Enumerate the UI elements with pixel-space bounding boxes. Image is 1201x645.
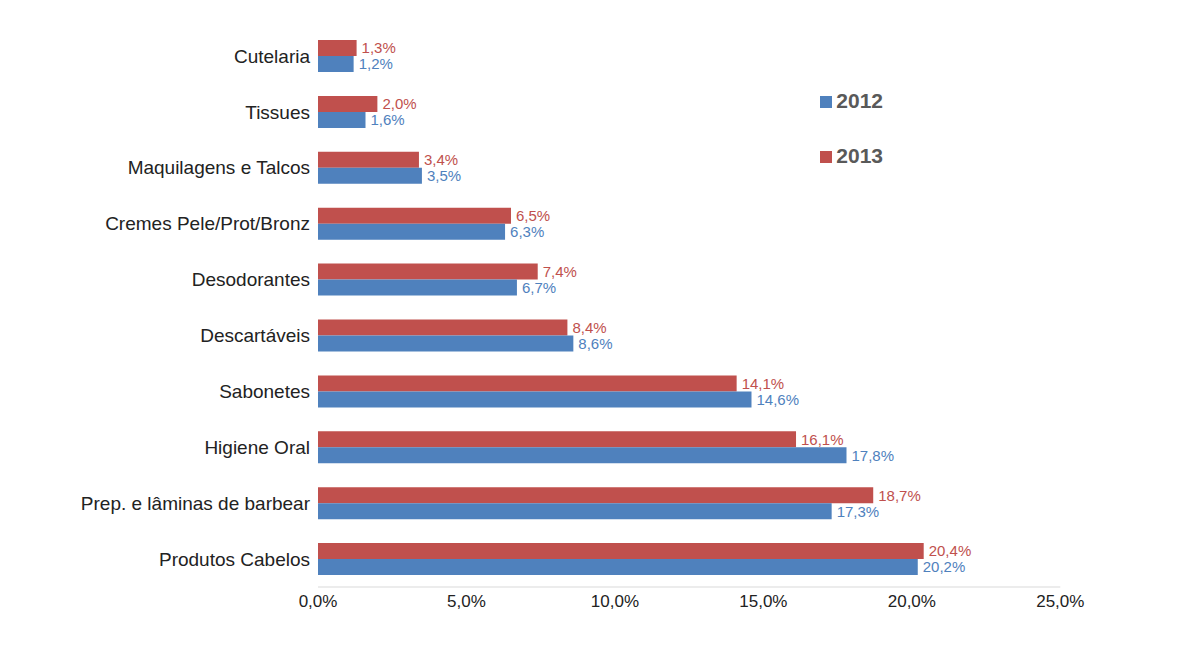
svg-text:20,4%: 20,4%: [929, 542, 972, 559]
svg-text:10,0%: 10,0%: [591, 592, 639, 611]
svg-text:7,4%: 7,4%: [543, 263, 577, 280]
svg-text:Tissues: Tissues: [245, 102, 310, 123]
svg-text:Cremes Pele/Prot/Bronz: Cremes Pele/Prot/Bronz: [105, 213, 310, 234]
svg-text:14,6%: 14,6%: [756, 391, 799, 408]
svg-text:Produtos Cabelos: Produtos Cabelos: [159, 549, 310, 570]
svg-text:18,7%: 18,7%: [878, 487, 921, 504]
svg-text:2,0%: 2,0%: [382, 95, 416, 112]
svg-text:Cutelaria: Cutelaria: [234, 46, 310, 67]
svg-text:Prep. e lâminas de barbear: Prep. e lâminas de barbear: [81, 493, 311, 514]
svg-text:20,2%: 20,2%: [923, 558, 966, 575]
svg-text:Maquilagens e Talcos: Maquilagens e Talcos: [128, 157, 310, 178]
svg-text:Sabonetes: Sabonetes: [219, 381, 310, 402]
svg-text:8,4%: 8,4%: [572, 319, 606, 336]
html-text:2012: 2012: [836, 89, 883, 112]
svg-text:8,6%: 8,6%: [578, 335, 612, 352]
svg-text:0,0%: 0,0%: [299, 592, 338, 611]
svg-text:16,1%: 16,1%: [801, 431, 844, 448]
svg-text:6,3%: 6,3%: [510, 223, 544, 240]
svg-text:14,1%: 14,1%: [742, 375, 785, 392]
svg-text:Descartáveis: Descartáveis: [200, 325, 310, 346]
html-text:2013: 2013: [836, 144, 883, 167]
svg-text:15,0%: 15,0%: [739, 592, 787, 611]
svg-text:17,3%: 17,3%: [837, 503, 880, 520]
svg-text:17,8%: 17,8%: [852, 447, 895, 464]
svg-text:Desodorantes: Desodorantes: [192, 269, 310, 290]
svg-text:6,5%: 6,5%: [516, 207, 550, 224]
svg-text:Higiene Oral: Higiene Oral: [204, 437, 310, 458]
svg-text:25,0%: 25,0%: [1036, 592, 1084, 611]
svg-text:3,4%: 3,4%: [424, 151, 458, 168]
svg-text:3,5%: 3,5%: [427, 167, 461, 184]
svg-text:1,2%: 1,2%: [359, 55, 393, 72]
svg-text:20,0%: 20,0%: [888, 592, 936, 611]
svg-text:1,6%: 1,6%: [371, 111, 405, 128]
svg-text:5,0%: 5,0%: [447, 592, 486, 611]
svg-text:1,3%: 1,3%: [362, 39, 396, 56]
svg-text:6,7%: 6,7%: [522, 279, 556, 296]
